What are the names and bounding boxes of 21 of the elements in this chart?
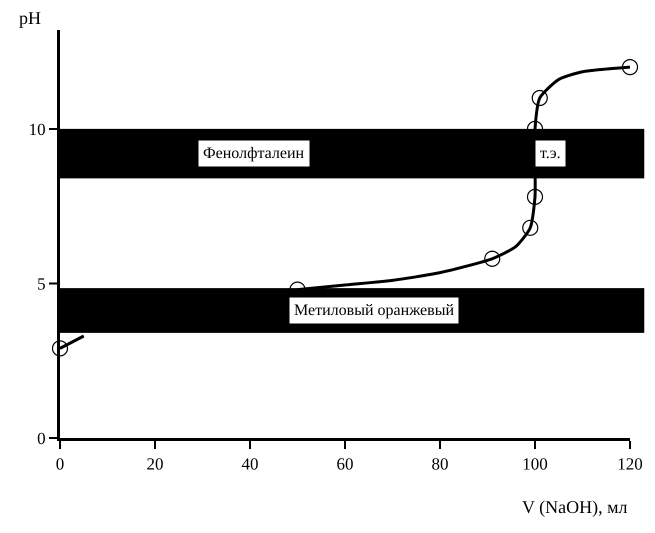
y-tick-label: 5 [37,274,46,294]
point [522,220,538,236]
x-tick-label: 100 [522,454,548,474]
x-tick-label: 60 [336,454,354,474]
band-label: Фенолфталеин [203,145,305,162]
x-tick-label: 0 [56,454,64,474]
band-label: Метиловый оранжевый [294,302,454,319]
annotation: т.э. [540,145,561,162]
x-tick-label: 120 [617,454,643,474]
y-axis-title: pH [19,8,41,28]
point [526,188,544,206]
point [622,58,638,76]
x-tick-label: 40 [242,454,258,474]
point [484,250,500,267]
y-tick-label: 10 [28,120,46,139]
x-tick-label: 20 [146,454,164,474]
point [532,90,548,106]
point [52,340,68,356]
y-tick-label: 0 [37,428,46,448]
x-tick-label: 80 [432,454,448,474]
x-axis-title: V (NaOH), мл [522,497,628,517]
